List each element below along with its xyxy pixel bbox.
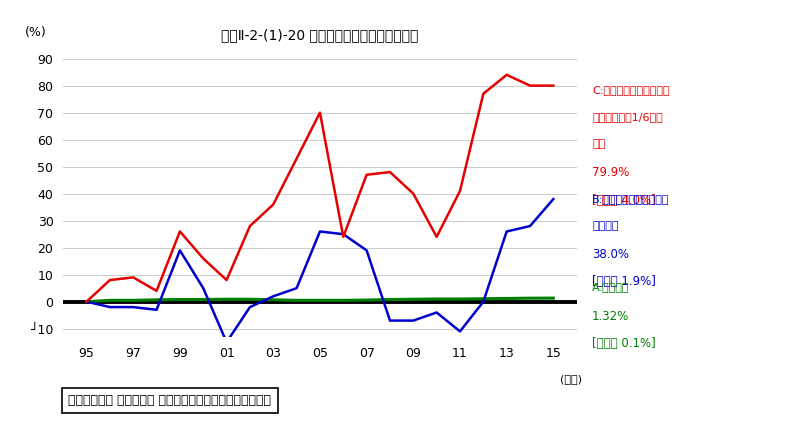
Text: の株・債券に1/6ずつ: の株・債券に1/6ずつ [592, 112, 663, 122]
Title: 図表Ⅱ-2-(1)-20 長期・積立・分散投賄の効果: 図表Ⅱ-2-(1)-20 長期・積立・分散投賄の効果 [221, 28, 419, 43]
Text: [年平均 1.9%]: [年平均 1.9%] [592, 275, 656, 288]
Text: 出典：金融庁 金融審議会 市場ワーキング・グループ報告書: 出典：金融庁 金融審議会 市場ワーキング・グループ報告書 [69, 394, 271, 407]
Text: 38.0%: 38.0% [592, 248, 629, 261]
Text: [年平均 4.0%]: [年平均 4.0%] [592, 194, 656, 207]
Text: (年末): (年末) [560, 374, 581, 384]
Text: 79.9%: 79.9% [592, 166, 630, 179]
Text: B:国内の株・債券に半分: B:国内の株・債券に半分 [592, 194, 670, 204]
Text: 1.32%: 1.32% [592, 309, 630, 322]
Text: [年平均 0.1%]: [年平均 0.1%] [592, 337, 656, 350]
Text: ずつ投賄: ずつ投賄 [592, 221, 619, 231]
Text: C:国内・先進国・新興国: C:国内・先進国・新興国 [592, 85, 670, 95]
Text: 投賄: 投賄 [592, 139, 605, 149]
Text: A:定期須金: A:定期須金 [592, 282, 630, 293]
Text: (%): (%) [24, 26, 47, 39]
